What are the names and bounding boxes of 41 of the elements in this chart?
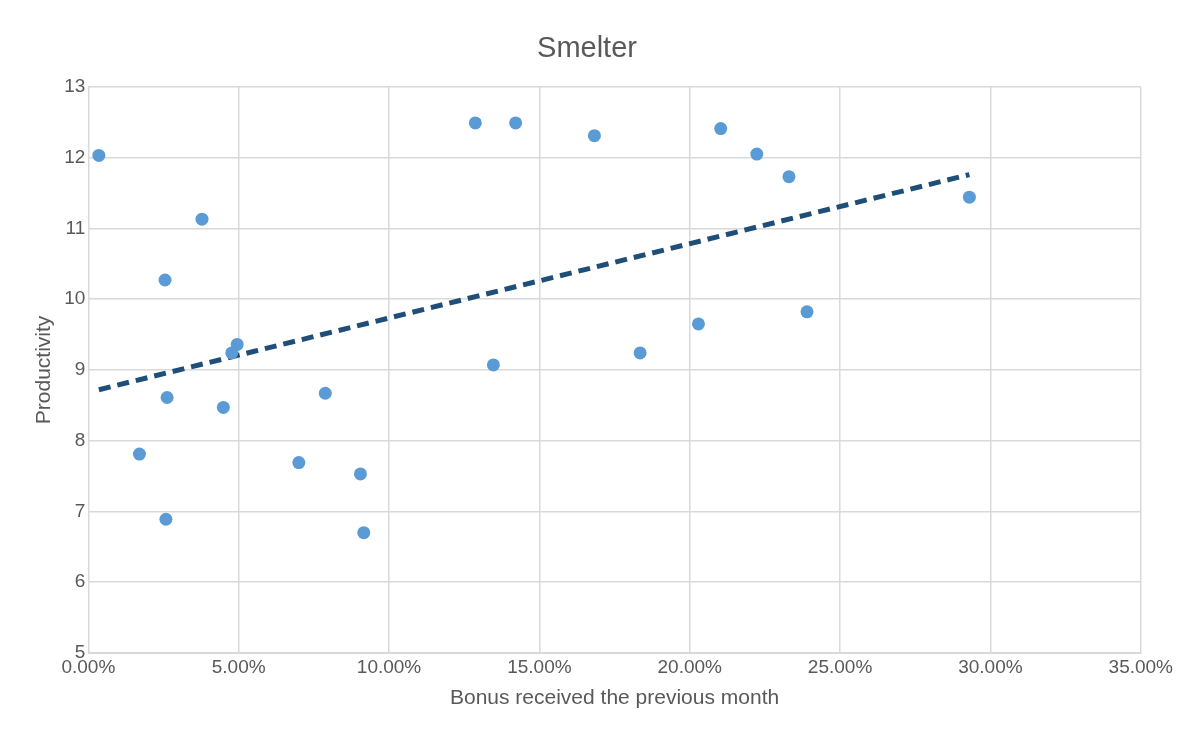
y-tick-label: 6 <box>74 570 86 592</box>
y-tick-label: 12 <box>64 145 86 167</box>
y-tick-label: 11 <box>65 216 86 238</box>
point <box>353 467 367 481</box>
point <box>292 456 306 470</box>
x-tick-label: 5.00% <box>211 655 266 677</box>
point <box>160 391 174 404</box>
point <box>468 116 482 130</box>
point <box>750 147 764 161</box>
point <box>800 305 814 319</box>
point <box>962 190 976 204</box>
point <box>158 273 172 287</box>
y-tick-label: 8 <box>74 428 86 450</box>
point <box>633 346 647 360</box>
y-tick-label: 9 <box>74 358 86 380</box>
x-tick-label: 25.00% <box>807 655 873 677</box>
point <box>714 122 728 136</box>
point <box>509 116 523 130</box>
x-tick-label: 10.00% <box>356 655 422 677</box>
point <box>357 526 371 540</box>
y-tick-label: 13 <box>64 75 86 97</box>
point <box>486 358 500 372</box>
x-axis-title: Bonus received the previous month <box>449 685 780 709</box>
point <box>159 512 173 526</box>
y-axis-title: Productivity <box>31 315 55 425</box>
x-tick-label: 35.00% <box>1108 655 1174 677</box>
chart-title: Smelter <box>537 31 638 64</box>
x-tick-label: 15.00% <box>507 655 572 677</box>
point <box>132 447 146 461</box>
point <box>587 129 601 143</box>
x-tick-label: 20.00% <box>657 655 723 677</box>
point <box>92 148 106 162</box>
point <box>691 317 705 331</box>
point <box>318 386 332 400</box>
point <box>195 212 209 226</box>
point <box>782 170 796 184</box>
y-tick-label: 10 <box>64 287 86 309</box>
x-tick-label: 30.00% <box>958 655 1023 677</box>
point <box>230 337 244 351</box>
y-tick-label: 7 <box>74 499 86 521</box>
point <box>216 400 230 414</box>
